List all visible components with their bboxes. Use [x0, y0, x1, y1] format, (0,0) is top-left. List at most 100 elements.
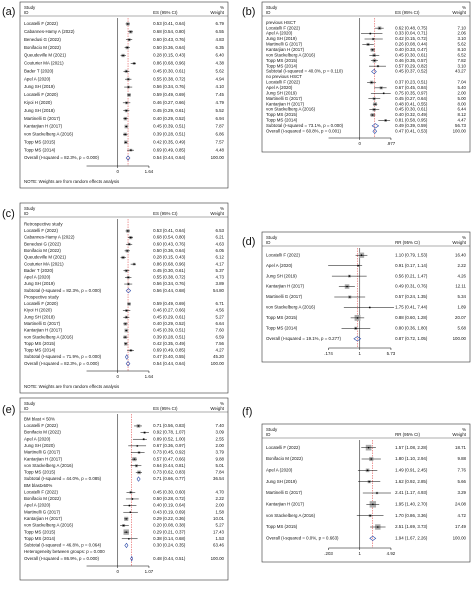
- estimate-point: [380, 87, 382, 89]
- estimate-point: [370, 81, 373, 84]
- row-label: Apel A (2020): [24, 503, 51, 508]
- header-pct: %: [462, 235, 466, 240]
- panel-label: (e): [2, 404, 15, 416]
- weight-label: 7.76: [457, 467, 466, 472]
- estimate-point: [126, 46, 129, 49]
- panel-label: (c): [2, 208, 15, 220]
- row-label: BM blast≥50%: [24, 483, 52, 488]
- weight-label: 7.10: [457, 25, 466, 30]
- estimate-point: [372, 503, 374, 506]
- estimate-point: [374, 103, 376, 105]
- weight-label: 6.94: [215, 116, 224, 121]
- weight-label: 8.12: [457, 112, 466, 117]
- row-label: Kantarjian H (2017): [266, 101, 305, 106]
- weight-label: 100.00: [453, 128, 467, 133]
- row-label: Locatelli F (2020): [24, 92, 58, 97]
- ci-label: 0.39 (0.28, 0.51): [153, 132, 186, 137]
- ci-label: 0.88 (0.60, 1.28): [395, 315, 428, 320]
- row-label: Apel A (2020): [266, 31, 293, 36]
- row-label: Bader T (2020): [24, 68, 54, 73]
- ci-label: 0.39 (0.28, 0.51): [153, 334, 186, 339]
- ci-label: 0.56 (0.21, 1.47): [395, 273, 428, 278]
- pooled-diamond: [371, 68, 377, 75]
- estimate-point: [369, 514, 371, 517]
- row-label: Bader T (2020): [24, 268, 54, 273]
- estimate-point: [130, 491, 132, 494]
- estimate-point: [377, 65, 379, 67]
- pooled-diamond: [136, 476, 141, 482]
- row-label: Locatelli F (2020): [24, 301, 58, 306]
- weight-label: 100.00: [211, 556, 225, 561]
- row-label: Overall (I-squared = 82.3%, p = 0.000): [24, 361, 99, 366]
- panel-frame: [19, 397, 229, 581]
- row-label: Subtotal (I-squared = 40.0%, p = 0.110): [266, 69, 343, 74]
- ci-label: 0.28 (0.15, 0.43): [153, 255, 186, 260]
- header-pct: %: [462, 427, 466, 432]
- row-label: Topp MS (2014): [266, 63, 298, 68]
- header-es: ES (95% CI): [153, 211, 178, 216]
- forest-area: [359, 18, 391, 138]
- row-label: Subtotal (I-squared = 44.0%, p = 0.085): [24, 476, 102, 481]
- ci-label: 0.28 (0.15, 0.43): [153, 53, 186, 58]
- ci-label: 0.47 (0.41, 0.53): [395, 128, 428, 133]
- row-label: von Stackelberg A (2016): [24, 523, 74, 528]
- row-label: Topp MS (2014): [24, 536, 56, 541]
- estimate-point: [378, 27, 381, 29]
- ci-label: 0.29 (0.22, 0.36): [153, 516, 186, 521]
- estimate-point: [382, 92, 385, 95]
- row-label: Cabannes-Hamy A (2022): [24, 29, 75, 34]
- weight-label: 7.45: [215, 92, 224, 97]
- weight-label: 17.49: [455, 524, 467, 529]
- row-label: Martinelli G (2017): [24, 450, 61, 455]
- estimate-point: [124, 323, 127, 325]
- weight-label: 7.56: [215, 341, 224, 346]
- pooled-diamond: [125, 354, 129, 360]
- weight-label: 4.47: [457, 118, 466, 123]
- ci-label: 0.37 (0.23, 0.51): [395, 80, 428, 85]
- ci-label: 0.42 (0.35, 0.49): [153, 139, 186, 144]
- estimate-point: [124, 133, 126, 136]
- ci-label: 0.86 (0.68, 0.96): [153, 61, 186, 66]
- estimate-point: [127, 276, 130, 279]
- estimate-point: [138, 471, 140, 474]
- ci-label: 0.57 (0.29, 0.82): [395, 63, 428, 68]
- estimate-point: [129, 236, 132, 239]
- ci-label: 0.81 (0.58, 0.95): [395, 118, 428, 123]
- header-pct: %: [462, 5, 466, 10]
- estimate-point: [130, 149, 132, 151]
- estimate-point: [348, 296, 351, 298]
- ci-label: 0.20 (0.08, 0.38): [153, 523, 186, 528]
- header-id: ID: [266, 432, 270, 437]
- estimate-point: [376, 492, 378, 494]
- row-label: Kantarjian H (2017): [266, 501, 305, 506]
- weight-label: 56.73: [455, 123, 467, 128]
- row-label: Bonifacio M (2022): [266, 456, 303, 461]
- header-study: Study: [24, 401, 36, 406]
- row-label: Queudeville M (2021): [24, 255, 67, 260]
- weight-label: 2.22: [215, 496, 224, 501]
- weight-label: 2.00: [215, 503, 224, 508]
- estimate-point: [126, 250, 129, 252]
- weight-label: 4.26: [457, 273, 466, 278]
- estimate-point: [371, 114, 374, 116]
- header-study: Study: [266, 5, 278, 10]
- weight-label: 6.35: [215, 45, 224, 50]
- weight-label: 6.21: [215, 235, 224, 240]
- pooled-diamond: [124, 542, 129, 549]
- ci-label: 0.56 (0.44, 0.68): [153, 288, 186, 293]
- estimate-point: [127, 230, 129, 232]
- pooled-diamond: [125, 361, 131, 367]
- ci-label: 0.68 (0.54, 0.80): [153, 235, 186, 240]
- row-label: Topp MS (2015): [24, 529, 56, 534]
- ci-label: 0.55 (0.38, 0.72): [153, 275, 186, 280]
- estimate-point: [133, 458, 136, 460]
- ci-label: 0.91 (0.17, 1.14): [395, 263, 428, 268]
- header-weight: Weight: [210, 406, 224, 411]
- x-tick-label: 1.64: [145, 374, 154, 379]
- row-label: Jung SH (2019): [24, 84, 55, 89]
- header-pct: %: [220, 401, 224, 406]
- weight-label: 100.00: [453, 535, 467, 540]
- estimate-point: [368, 480, 371, 483]
- header-weight: Weight: [210, 10, 224, 15]
- weight-label: 4.17: [215, 261, 224, 266]
